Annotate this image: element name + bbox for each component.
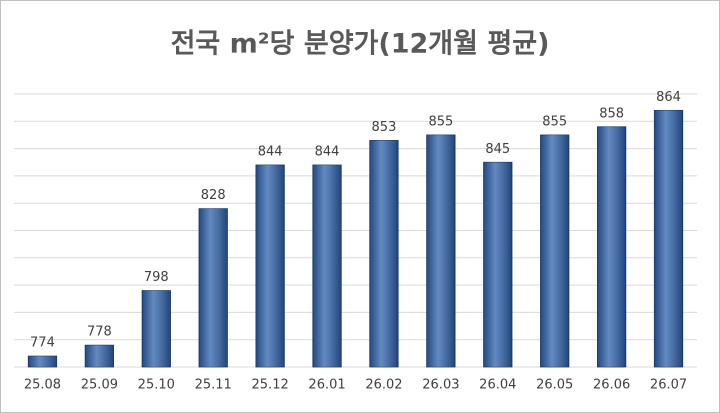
data-label: 844 <box>315 144 340 159</box>
data-label: 845 <box>485 142 510 157</box>
x-tick-label: 26.01 <box>308 378 345 393</box>
data-label: 855 <box>542 114 567 129</box>
x-tick-label: 26.07 <box>650 378 687 393</box>
plot-area: 25.08 774 25.09 778 25.10 798 25.11 828 25.12 844… <box>14 90 697 393</box>
x-tick-label: 25.12 <box>252 378 289 393</box>
data-label: 844 <box>258 144 283 159</box>
x-tick-label: 26.02 <box>365 378 402 393</box>
bar-shine <box>483 162 513 367</box>
x-tick-label: 25.10 <box>138 378 175 393</box>
x-tick-label: 26.03 <box>422 378 459 393</box>
bar-shine <box>597 126 626 367</box>
data-label: 828 <box>201 188 226 203</box>
x-tick-label: 26.05 <box>536 378 573 393</box>
bar-shine <box>255 164 285 367</box>
bar-shine <box>369 140 399 367</box>
bar-shine <box>85 345 114 367</box>
x-tick-label: 25.09 <box>81 378 118 393</box>
data-label: 858 <box>599 106 624 121</box>
bar-shine <box>426 134 456 367</box>
bar-shine <box>198 208 228 367</box>
x-tick-label: 26.06 <box>593 378 630 393</box>
data-label: 778 <box>87 325 112 340</box>
bar-shine <box>654 110 683 367</box>
data-label: 798 <box>144 270 169 285</box>
x-tick-label: 25.08 <box>24 378 61 393</box>
bar-shine <box>312 164 342 367</box>
bar-shine <box>28 356 57 367</box>
x-tick-label: 26.04 <box>479 378 516 393</box>
chart-title: 전국 m²당 분양가(12개월 평균) <box>171 29 550 60</box>
data-label: 855 <box>428 114 453 129</box>
x-tick-label: 25.11 <box>195 378 232 393</box>
data-label: 774 <box>30 336 55 351</box>
data-label: 853 <box>372 120 397 135</box>
bar-shine <box>142 290 171 367</box>
data-label: 864 <box>656 90 681 105</box>
bar-shine <box>540 134 569 367</box>
